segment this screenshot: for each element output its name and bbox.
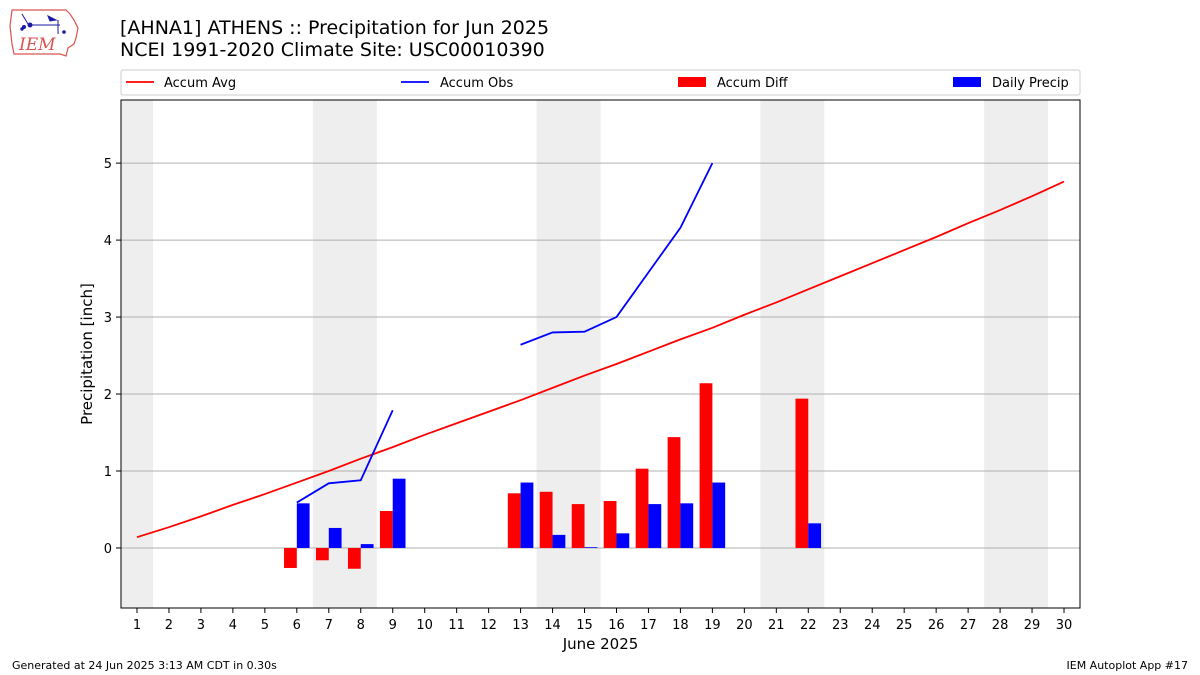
x-axis-ticks: 1 2 3 4 5 6 7 8 9 10 11 12 13 14 15 16 17 18 19 20 21 22 23 24 2… (133, 608, 1072, 633)
accum-avg-line (136, 180, 1065, 539)
weekend-shade-2 (312, 100, 377, 608)
x-axis-label: June 2025 (562, 635, 639, 653)
y-axis-ticks: 0 1 2 3 4 5 (104, 157, 121, 557)
accum-diff-bar-16 (603, 501, 617, 548)
x-tick-label-10: 10 (416, 618, 433, 633)
y-axis-label: Precipitation [inch] (78, 283, 96, 425)
daily-precip-bar-17 (648, 504, 662, 548)
weekend-shade-1 (121, 100, 153, 608)
daily-precip-bar-15 (584, 547, 598, 548)
legend-daily-precip-label: Daily Precip (992, 76, 1069, 91)
accum-diff-bar-8 (347, 547, 361, 569)
x-tick-label-13: 13 (512, 618, 529, 633)
daily-precip-bar-19 (712, 482, 726, 548)
x-tick-label-9: 9 (389, 618, 397, 633)
daily-precip-bar-13 (520, 482, 534, 548)
x-tick-label-26: 26 (928, 618, 945, 633)
daily-precip-bar-14 (552, 534, 566, 548)
x-tick-label-3: 3 (197, 618, 205, 633)
x-tick-label-28: 28 (992, 618, 1009, 633)
x-tick-label-30: 30 (1056, 618, 1073, 633)
daily-precip-bar-6 (296, 503, 310, 548)
legend-daily-precip-swatch (953, 77, 981, 87)
accum-diff-bar-17 (635, 468, 649, 548)
x-tick-label-25: 25 (896, 618, 913, 633)
legend-accum-obs-label: Accum Obs (440, 76, 513, 91)
x-tick-label-7: 7 (325, 618, 333, 633)
accum-diff-bar-22 (795, 398, 809, 548)
accum-diff-bar-14 (539, 491, 553, 548)
logo-text: IEM (18, 35, 56, 55)
chart-title: [AHNA1] ATHENS :: Precipitation for Jun … (120, 17, 550, 39)
plot-frame (120, 99, 1081, 609)
x-tick-label-11: 11 (448, 618, 465, 633)
x-tick-label-12: 12 (480, 618, 497, 633)
accum-diff-bar-6 (284, 547, 297, 568)
y-tick-label-1: 1 (104, 465, 112, 480)
x-tick-label-22: 22 (800, 618, 817, 633)
x-tick-label-19: 19 (704, 618, 721, 633)
x-tick-label-5: 5 (261, 618, 269, 633)
y-gridlines (121, 162, 1080, 549)
accum-diff-bar-15 (571, 504, 585, 548)
weather-station-icon (20, 13, 66, 34)
legend-accum-avg-label: Accum Avg (164, 76, 236, 91)
x-tick-label-17: 17 (640, 618, 657, 633)
accum-diff-bar-7 (315, 547, 329, 561)
weekend-shade-5 (984, 100, 1049, 608)
y-tick-label-0: 0 (104, 542, 112, 557)
x-tick-label-18: 18 (672, 618, 689, 633)
x-tick-label-24: 24 (864, 618, 881, 633)
daily-precip-bar-7 (328, 527, 342, 548)
x-tick-label-16: 16 (608, 618, 625, 633)
x-tick-label-1: 1 (133, 618, 141, 633)
x-tick-label-4: 4 (229, 618, 237, 633)
legend-box (120, 69, 1081, 96)
x-tick-label-29: 29 (1024, 618, 1041, 633)
daily-precip-bar-9 (392, 478, 406, 548)
y-tick-label-5: 5 (104, 157, 112, 172)
accum-diff-bar-13 (507, 493, 521, 548)
lines (136, 162, 1065, 539)
accum-diff-bar-19 (699, 383, 713, 548)
footer-generated-text: Generated at 24 Jun 2025 3:13 AM CDT in … (12, 659, 277, 672)
daily-precip-bar-22 (808, 523, 822, 548)
y-tick-label-2: 2 (104, 388, 112, 403)
x-tick-label-14: 14 (544, 618, 561, 633)
x-tick-label-20: 20 (736, 618, 753, 633)
accum-obs-line (296, 162, 714, 504)
x-tick-label-27: 27 (960, 618, 977, 633)
x-tick-label-15: 15 (576, 618, 593, 633)
daily-precip-bar-16 (616, 533, 630, 548)
x-tick-label-23: 23 (832, 618, 849, 633)
daily-precip-bar-8 (360, 544, 374, 548)
legend: Accum Avg Accum Obs Accum Diff Daily Precip (120, 69, 1081, 96)
x-tick-label-8: 8 (357, 618, 365, 633)
legend-accum-diff-swatch (678, 77, 706, 87)
accum-diff-bar-18 (667, 437, 681, 548)
footer-app-text: IEM Autoplot App #17 (1066, 659, 1189, 672)
x-tick-label-21: 21 (768, 618, 785, 633)
chart-subtitle: NCEI 1991-2020 Climate Site: USC00010390 (120, 39, 545, 61)
x-tick-label-2: 2 (165, 618, 173, 633)
daily-precip-bar-18 (680, 503, 694, 548)
iem-logo: IEM (9, 9, 79, 57)
bars (284, 383, 822, 569)
x-tick-label-6: 6 (293, 618, 301, 633)
y-tick-label-4: 4 (104, 234, 112, 249)
legend-accum-diff-label: Accum Diff (717, 76, 789, 91)
y-tick-label-3: 3 (104, 311, 112, 326)
accum-diff-bar-9 (379, 511, 393, 548)
